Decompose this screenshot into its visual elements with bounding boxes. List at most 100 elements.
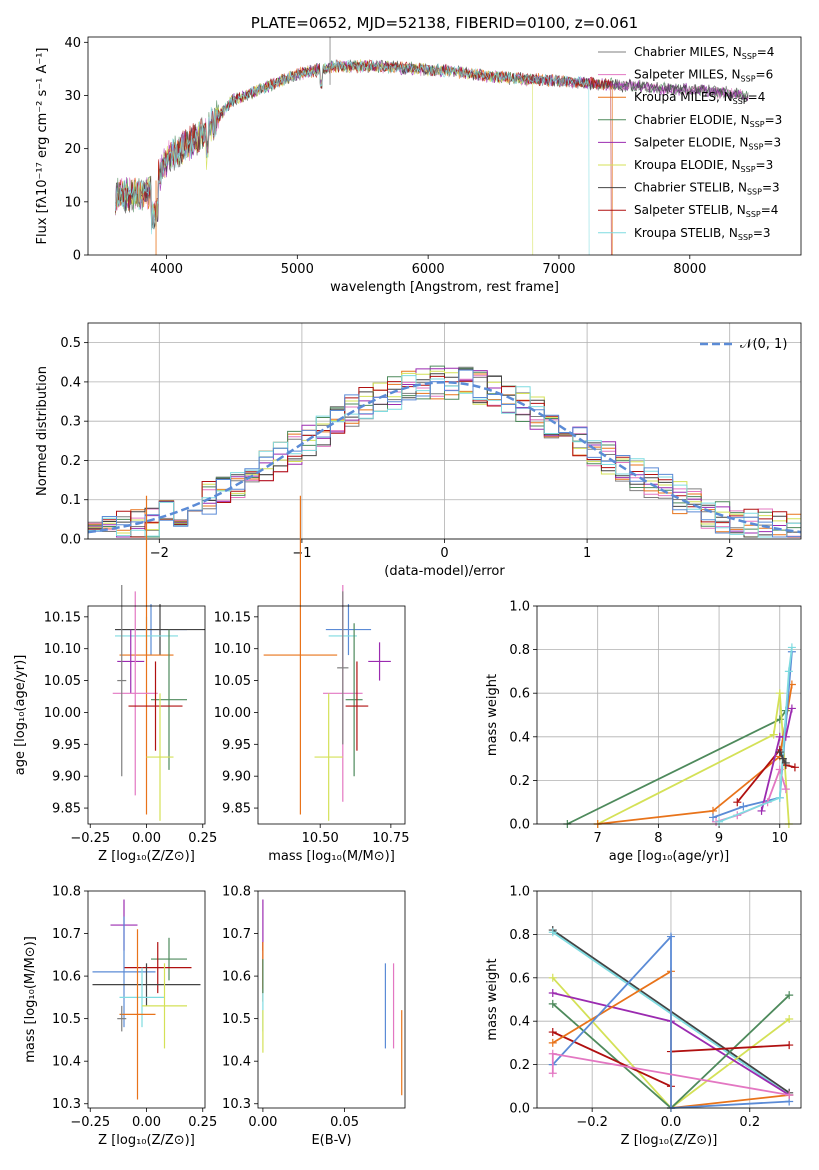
legend-label: Kroupa MILES, NSSP=4 xyxy=(634,90,765,106)
y-tick-label: 10.15 xyxy=(44,610,81,625)
legend-label-text: Chabrier STELIB, N xyxy=(634,181,747,195)
x-tick-label: 0.00 xyxy=(132,1115,161,1130)
x-axis-label: mass [log₁₀(M/M⊙)] xyxy=(268,849,395,864)
weight-marker xyxy=(785,1090,794,1099)
x-tick-label: 2 xyxy=(726,546,734,561)
x-tick-label: 0.0 xyxy=(661,1115,682,1130)
weight-marker xyxy=(548,1069,557,1078)
y-tick-label: 0.4 xyxy=(509,1015,530,1030)
y-tick-label: 9.90 xyxy=(52,770,81,785)
y-tick-label: 30 xyxy=(64,89,81,104)
weight-marker xyxy=(548,1028,557,1037)
y-tick-label: 0.4 xyxy=(60,375,81,390)
y-tick-label: 10 xyxy=(64,195,81,210)
errorbar-point xyxy=(124,942,192,994)
y-tick-label: 9.95 xyxy=(52,738,81,753)
legend-label-sub: SSP xyxy=(750,120,765,129)
legend-label-sub: SSP xyxy=(733,97,748,106)
weight-series xyxy=(757,704,796,815)
y-tick-label: 0.8 xyxy=(509,643,530,658)
legend-label-value: =4 xyxy=(757,45,775,59)
legend-label-value: =3 xyxy=(753,226,771,240)
errorbar-point xyxy=(142,963,187,1049)
y-tick-label: 10.10 xyxy=(44,642,81,657)
errorbar-point xyxy=(345,661,369,751)
y-tick-label: 0.3 xyxy=(60,415,81,430)
legend-label: Chabrier STELIB, NSSP=3 xyxy=(634,181,780,197)
y-tick-label: 0.0 xyxy=(60,533,81,548)
y-tick-label: 0.6 xyxy=(509,687,530,702)
legend-label: 𝒩(0, 1) xyxy=(740,337,787,352)
y-tick-label: 10.6 xyxy=(222,970,251,985)
y-tick-label: 9.95 xyxy=(222,738,251,753)
x-tick-label: 4000 xyxy=(150,262,183,277)
errorbar-point xyxy=(117,1005,127,1032)
weight-marker xyxy=(775,689,784,698)
weight-marker xyxy=(739,802,748,811)
weight-series xyxy=(593,680,796,828)
legend-label-value: =3 xyxy=(765,113,783,127)
axes-frame xyxy=(257,605,406,825)
x-tick-label: −0.25 xyxy=(70,831,110,846)
spectrum-series-line xyxy=(115,59,612,255)
x-tick-label: −0.25 xyxy=(70,1115,110,1130)
errorbar-point xyxy=(115,604,205,656)
weight-line xyxy=(718,647,793,823)
weight-series xyxy=(775,748,790,767)
weight_vs_Z-panel: −0.2 0.0 0.2 0.0 0.2 0.4 0.6 0.8 1.0 Z [log₁₀(Z/Z… xyxy=(485,885,802,1148)
weight-marker xyxy=(548,928,557,937)
chart-title: PLATE=0652, MJD=52138, FIBERID=0100, z=0… xyxy=(251,14,638,32)
axes-frame xyxy=(87,605,206,825)
y-tick-label: 10.5 xyxy=(222,1012,251,1027)
weight-line xyxy=(552,934,790,1109)
y-tick-label: 0.0 xyxy=(509,818,530,833)
legend-label-text: Chabrier MILES, N xyxy=(634,45,742,59)
y-tick-label: 9.90 xyxy=(222,770,251,785)
x-tick-label: 0 xyxy=(440,546,448,561)
residuals-plot-area xyxy=(88,365,801,538)
histogram-step xyxy=(88,369,801,538)
x-axis-label: Z [log₁₀(Z/Z⊙)] xyxy=(98,849,195,864)
errorbar-point xyxy=(151,629,187,770)
weight-marker xyxy=(548,988,557,997)
y-tick-label: 10.05 xyxy=(214,674,251,689)
weight-marker xyxy=(548,1038,557,1047)
weight-marker xyxy=(784,667,793,676)
legend-label: Salpeter MILES, NSSP=6 xyxy=(634,68,773,84)
legend-label: Kroupa STELIB, NSSP=3 xyxy=(634,226,771,242)
x-tick-label: 7000 xyxy=(542,262,575,277)
x-tick-label: 10.75 xyxy=(372,831,409,846)
y-axis-label: age [log₁₀(age/yr)] xyxy=(13,655,28,776)
legend-label-value: =4 xyxy=(761,203,779,217)
y-tick-label: 10.7 xyxy=(222,927,251,942)
x-tick-label: 0.00 xyxy=(248,1115,277,1130)
legend-label: Chabrier MILES, NSSP=4 xyxy=(634,45,774,61)
x-tick-label: 0.2 xyxy=(739,1115,760,1130)
legend-label: Salpeter STELIB, NSSP=4 xyxy=(634,203,778,219)
legend-label: Kroupa ELODIE, NSSP=3 xyxy=(634,158,773,174)
legend-label-text: Salpeter STELIB, N xyxy=(634,203,746,217)
legend-label-text: Salpeter MILES, N xyxy=(634,68,741,82)
weight-marker xyxy=(781,785,790,794)
y-tick-label: 10.6 xyxy=(52,970,81,985)
legend-label-value: =3 xyxy=(763,135,781,149)
errorbar-point xyxy=(337,591,349,745)
weight-marker xyxy=(787,704,796,713)
spectrum-plot-area xyxy=(115,37,749,255)
legend-label: Chabrier ELODIE, NSSP=3 xyxy=(634,113,782,129)
axes-frame xyxy=(87,36,802,256)
weight_vs_Z-plot-area xyxy=(548,926,794,1112)
y-tick-label: 0.4 xyxy=(509,730,530,745)
legend-label-value: =4 xyxy=(748,90,766,104)
y-axis-label: Flux [fλ10⁻¹⁷ erg cm⁻² s⁻¹ A⁻¹] xyxy=(35,48,50,245)
residuals-panel: −2 −1 0 1 2 0.0 0.1 0.2 0.3 0.4 0.5 (data-model)/er… xyxy=(35,322,802,579)
axes-frame xyxy=(536,605,802,825)
y-tick-label: 10.8 xyxy=(222,885,251,900)
legend-label: Salpeter ELODIE, NSSP=3 xyxy=(634,135,781,151)
legend-label-sub: SSP xyxy=(748,142,763,151)
y-tick-label: 1.0 xyxy=(509,600,530,615)
y-tick-label: 20 xyxy=(64,142,81,157)
weight-marker xyxy=(787,643,796,652)
legend-label-sub: SSP xyxy=(741,75,756,84)
